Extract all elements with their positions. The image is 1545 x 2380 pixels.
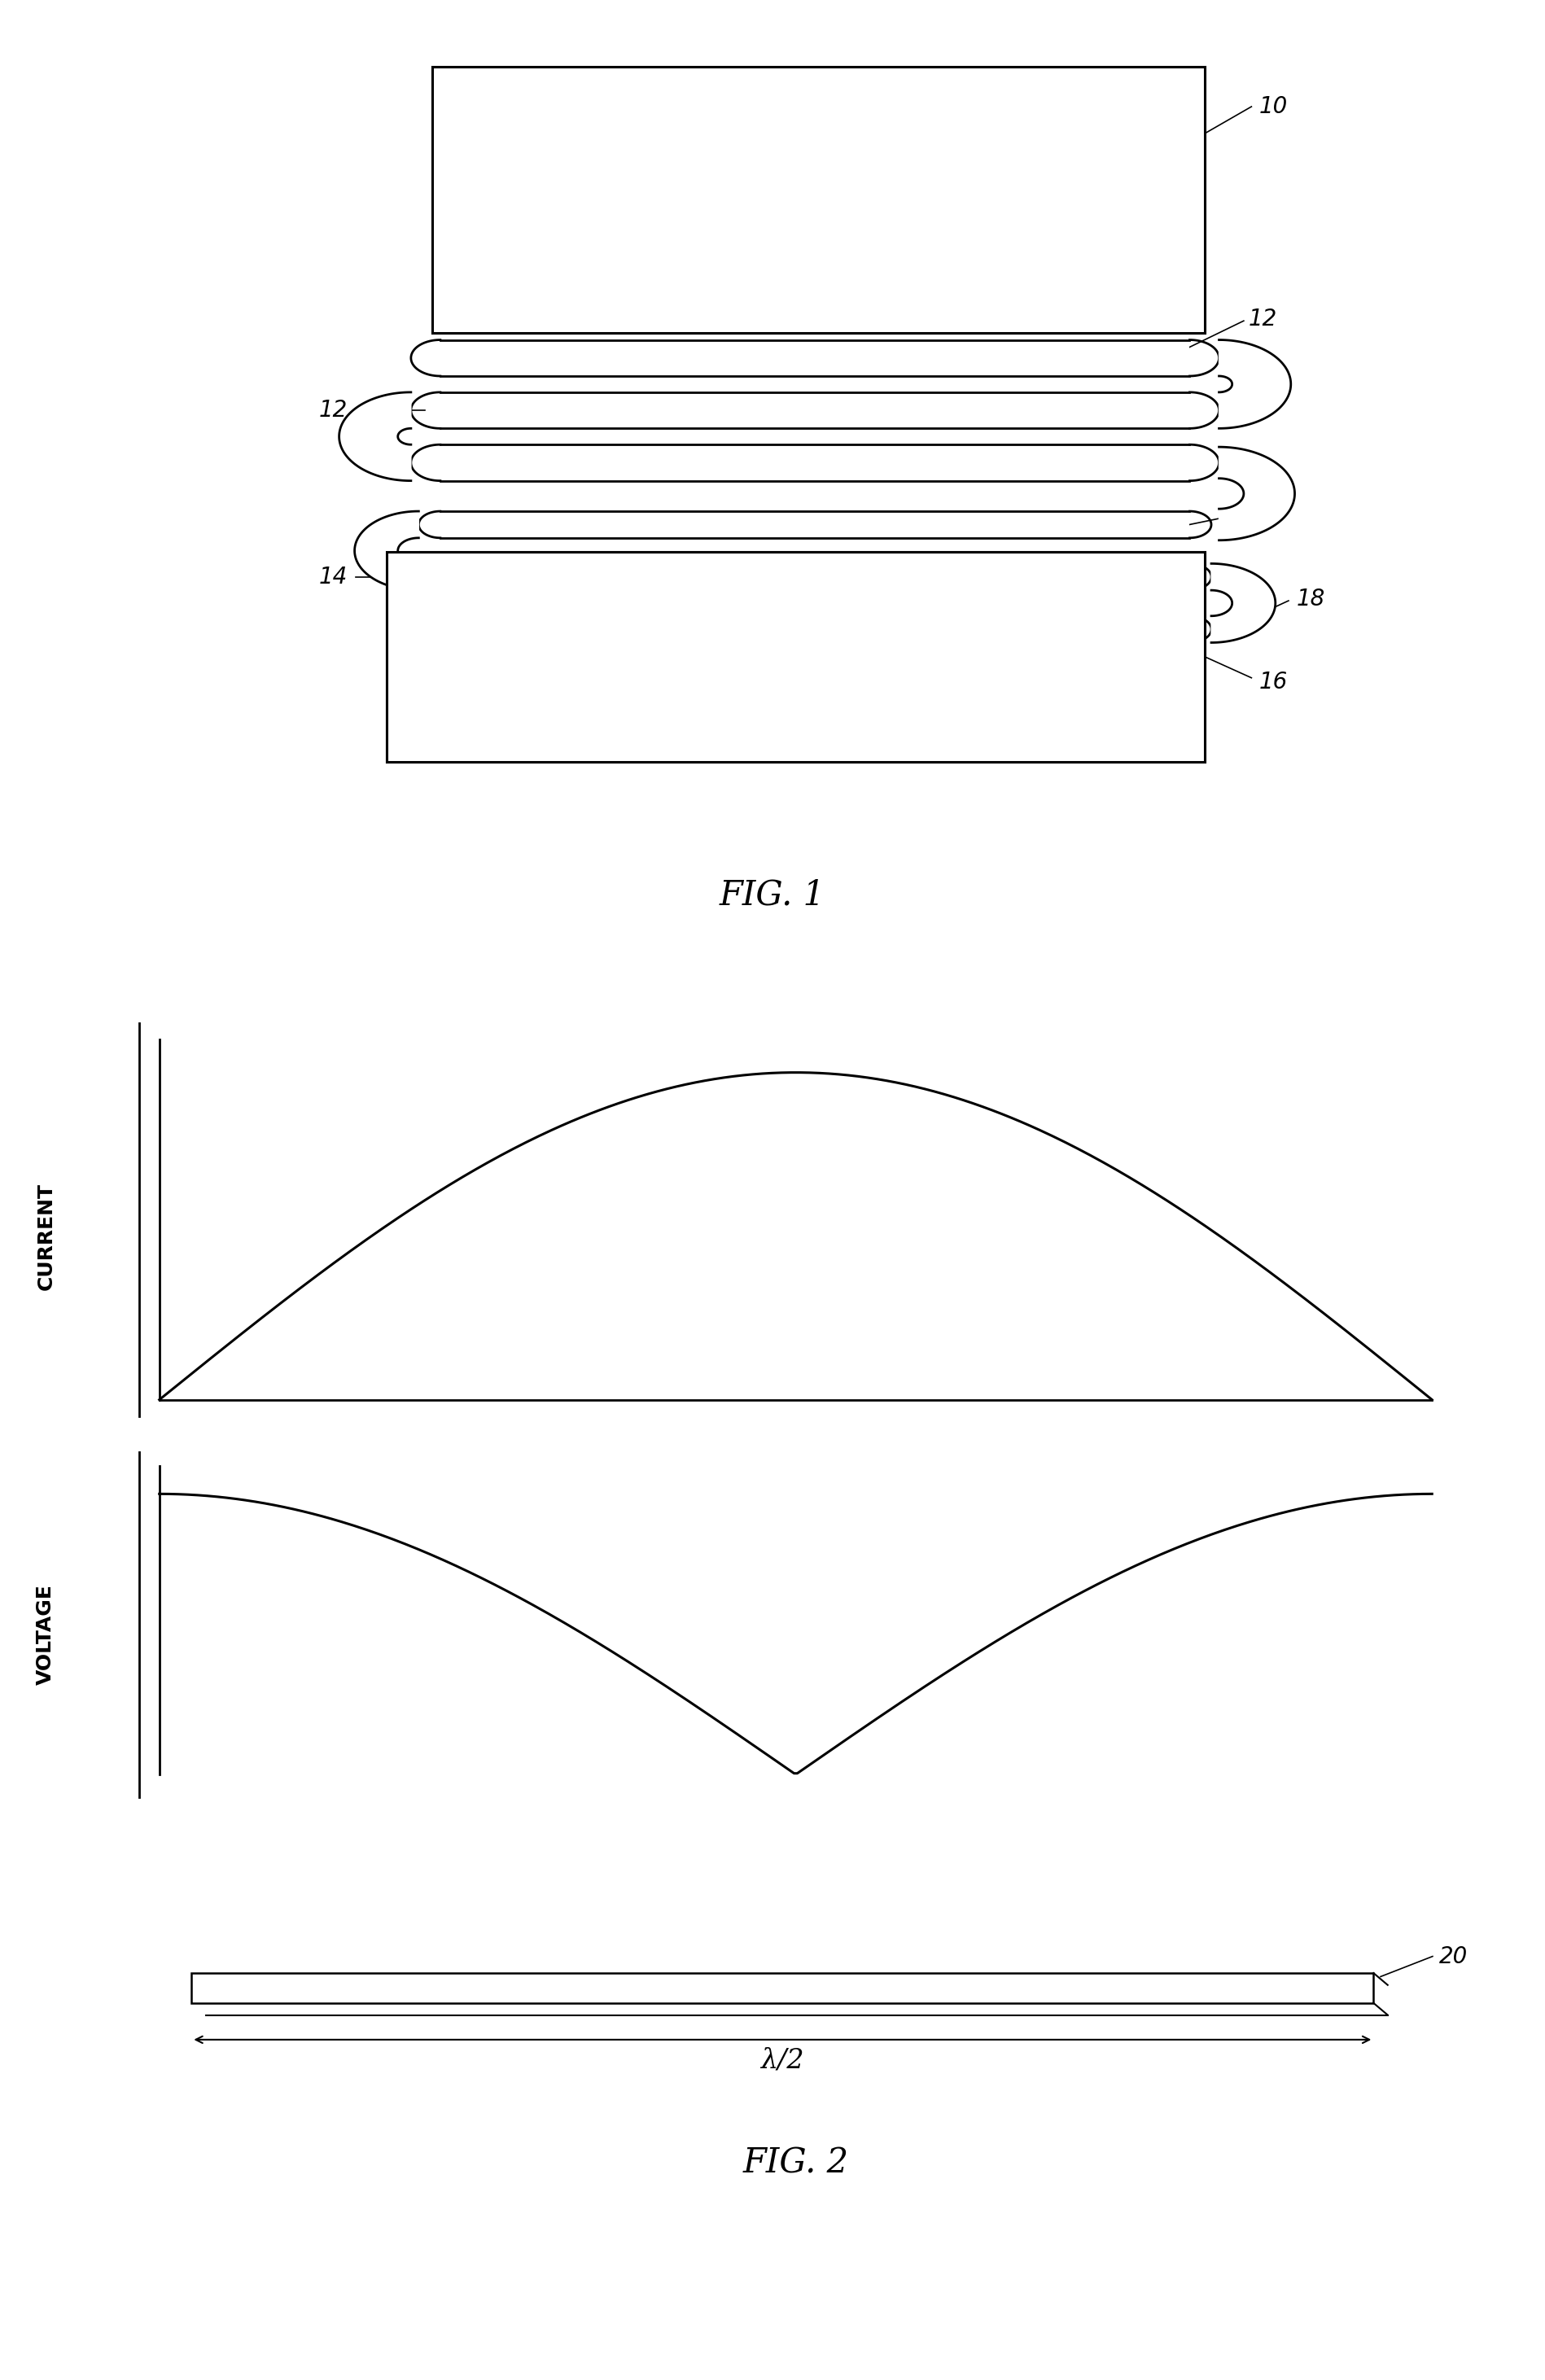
Text: λ/2: λ/2	[760, 2047, 805, 2073]
Text: FIG. 2: FIG. 2	[743, 2147, 848, 2180]
Bar	[386, 552, 1205, 762]
Text: FIG. 1: FIG. 1	[720, 878, 825, 912]
Bar	[440, 616, 1190, 643]
Polygon shape	[340, 393, 411, 481]
Text: 14: 14	[318, 566, 348, 588]
Polygon shape	[399, 538, 419, 564]
Polygon shape	[1211, 590, 1231, 616]
Polygon shape	[1219, 376, 1231, 393]
Text: 10: 10	[1259, 95, 1289, 119]
Text: 12: 12	[1248, 307, 1278, 331]
Bar	[440, 564, 1190, 590]
Bar	[440, 445, 1190, 481]
Polygon shape	[1219, 447, 1295, 540]
Text: 18: 18	[1296, 588, 1326, 609]
Bar	[386, 552, 1205, 762]
Bar	[433, 67, 1205, 333]
Text: 14: 14	[1241, 502, 1270, 524]
Text: 20: 20	[1440, 1944, 1468, 1968]
Polygon shape	[355, 512, 419, 590]
Polygon shape	[1219, 340, 1290, 428]
Text: 12: 12	[318, 400, 348, 421]
Text: CURRENT: CURRENT	[36, 1183, 56, 1290]
Text: 16: 16	[1259, 671, 1289, 693]
Polygon shape	[1219, 478, 1244, 509]
Bar	[192, 1973, 1374, 2004]
Text: VOLTAGE: VOLTAGE	[36, 1583, 56, 1685]
Polygon shape	[399, 428, 411, 445]
Bar	[440, 512, 1190, 538]
Bar	[440, 393, 1190, 428]
Polygon shape	[1211, 564, 1275, 643]
Bar	[440, 340, 1190, 376]
Bar	[433, 67, 1205, 333]
